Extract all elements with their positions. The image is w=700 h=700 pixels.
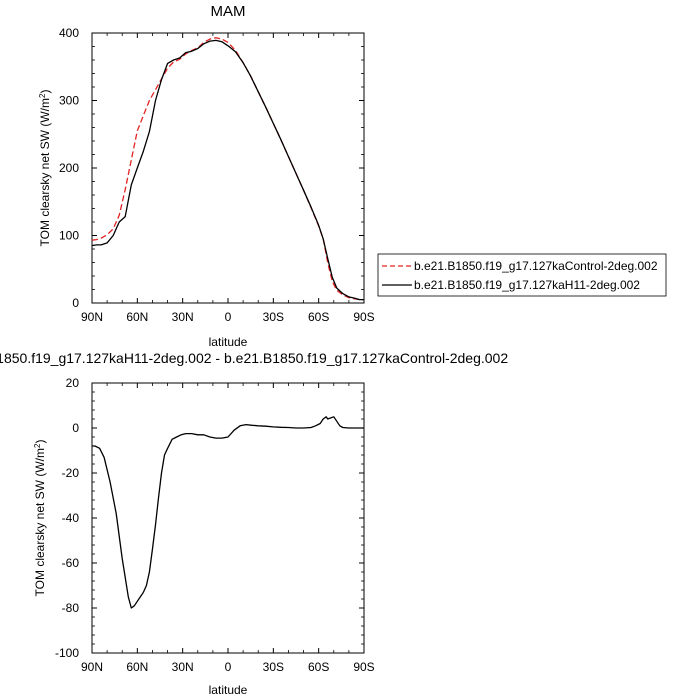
top-x-tick-label: 60S: [308, 310, 329, 324]
top-series-line-1: [91, 39, 364, 301]
top-chart-title: MAM: [211, 3, 246, 20]
top-y-tick-label: 200: [59, 161, 79, 175]
bottom-x-tick-label: 30N: [172, 660, 194, 674]
top-panel: MAM 90N 60N 30N 0 30S 60S 90S 0 100 200 300 400 lat…: [38, 3, 375, 349]
bottom-y-tick-label: 20: [66, 376, 80, 390]
top-x-tick-label: 90S: [353, 310, 374, 324]
legend-frame: [377, 253, 667, 297]
top-x-axis-label: latitude: [209, 335, 248, 349]
bottom-chart-title: b.e21.B1850.f19_g17.127kaH11-2deg.002 - …: [0, 350, 508, 366]
bottom-y-tick-label: -40: [62, 511, 80, 525]
bottom-y-axis-label: TOM clearsky net SW (W/m2): [33, 440, 48, 597]
top-x-tick-label: 60N: [126, 310, 148, 324]
bottom-x-tick-label: 0: [225, 660, 232, 674]
bottom-x-axis-label: latitude: [209, 683, 248, 697]
top-x-tick-label: 0: [225, 310, 232, 324]
bottom-y-tick-label: -60: [62, 556, 80, 570]
legend: b.e21.B1850.f19_g17.127kaControl-2deg.00…: [377, 253, 667, 297]
legend-label-h11: b.e21.B1850.f19_g17.127kaH11-2deg.002: [414, 278, 640, 292]
top-y-tick-label: 400: [59, 26, 79, 40]
top-y-tick-label: 300: [59, 94, 79, 108]
top-series-line-0: [91, 37, 364, 301]
top-x-tick-label: 90N: [81, 310, 103, 324]
top-y-tick-label: 100: [59, 229, 79, 243]
bottom-series-line-0: [92, 416, 364, 609]
bottom-y-tick-label: -80: [62, 601, 80, 615]
top-y-tick-label: 0: [72, 296, 79, 310]
bottom-y-tick-label: 0: [72, 421, 79, 435]
legend-label-control: b.e21.B1850.f19_g17.127kaControl-2deg.00…: [414, 259, 658, 273]
bottom-x-tick-label: 90N: [81, 660, 103, 674]
top-x-tick-label: 30S: [263, 310, 284, 324]
top-plot-frame: [91, 32, 365, 304]
bottom-plot-frame: [91, 382, 365, 654]
bottom-x-tick-label: 30S: [263, 660, 284, 674]
bottom-panel: b.e21.B1850.f19_g17.127kaH11-2deg.002 - …: [0, 350, 508, 697]
bottom-y-tick-label: -100: [55, 646, 79, 660]
bottom-x-tick-label: 60N: [126, 660, 148, 674]
top-y-axis-label: TOM clearsky net SW (W/m2): [38, 90, 53, 247]
bottom-x-tick-label: 90S: [353, 660, 374, 674]
bottom-y-tick-label: -20: [62, 466, 80, 480]
top-x-tick-label: 30N: [172, 310, 194, 324]
bottom-x-tick-label: 60S: [308, 660, 329, 674]
